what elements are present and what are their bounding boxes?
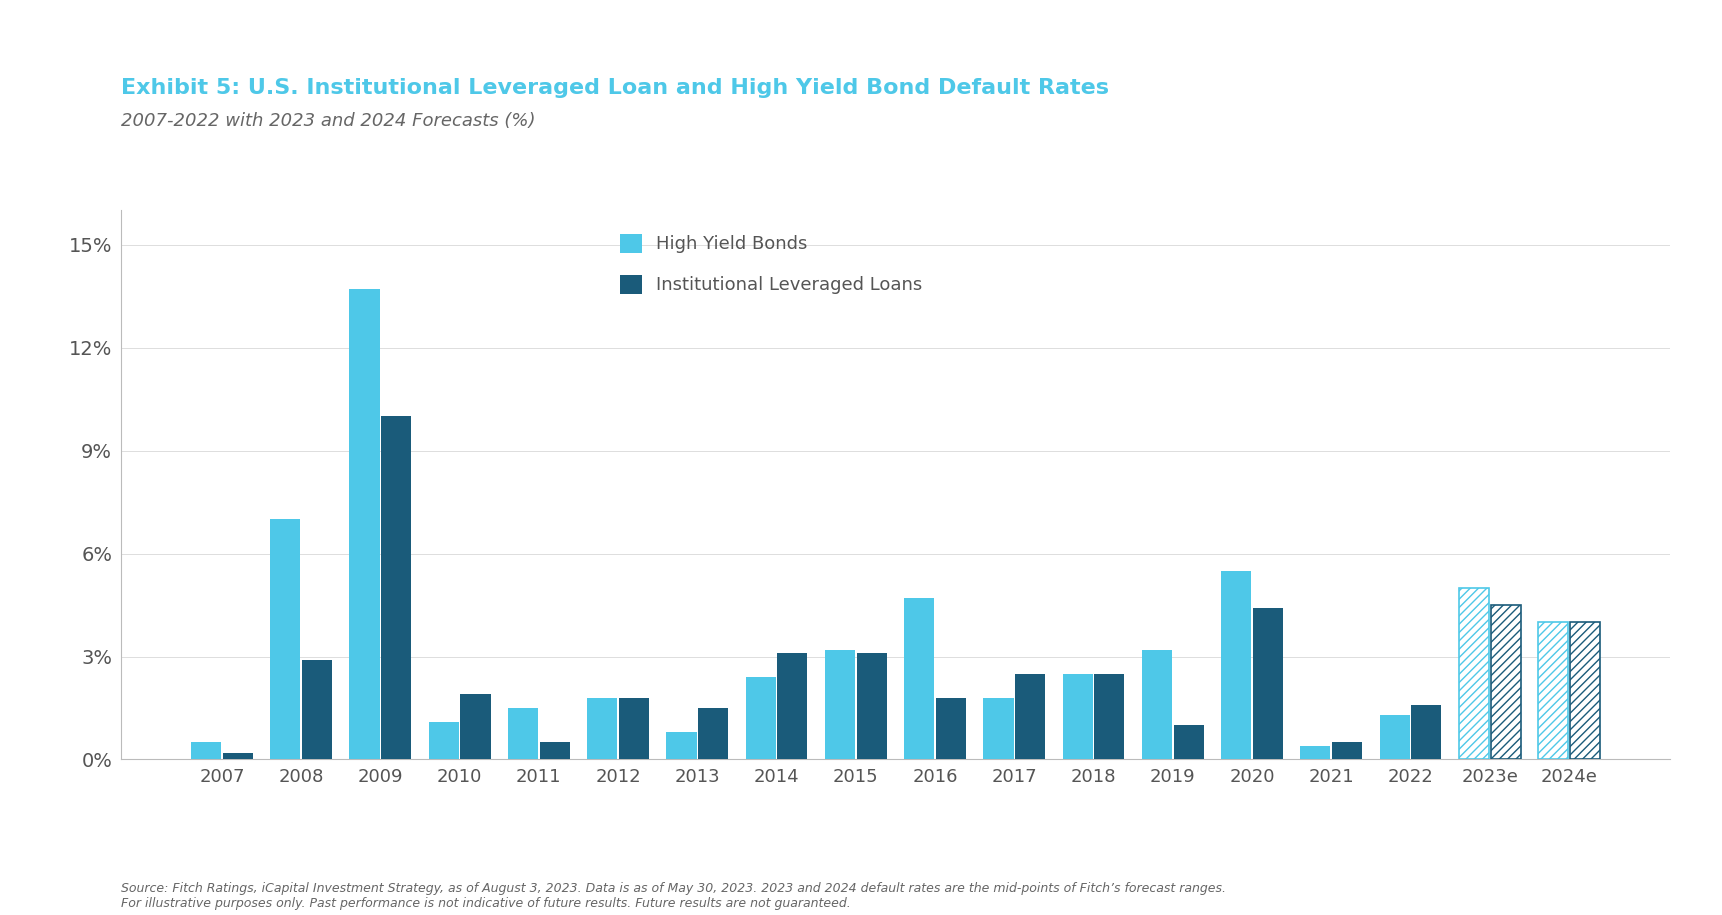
Text: Source: Fitch Ratings, iCapital Investment Strategy, as of August 3, 2023. Data : Source: Fitch Ratings, iCapital Investme… [121, 882, 1226, 910]
Bar [539, 742, 570, 759]
Bar [1300, 746, 1331, 759]
Bar [1412, 705, 1441, 759]
Bar [1095, 673, 1124, 759]
Bar [1333, 742, 1362, 759]
Bar [1142, 650, 1173, 759]
Bar [746, 677, 777, 759]
Bar [1570, 622, 1600, 759]
Text: 2007-2022 with 2023 and 2024 Forecasts (%): 2007-2022 with 2023 and 2024 Forecasts (… [121, 112, 536, 130]
Bar [825, 650, 856, 759]
Bar [856, 653, 887, 759]
Bar [618, 697, 649, 759]
Bar [1491, 605, 1521, 759]
Bar [222, 752, 253, 759]
Bar [350, 289, 379, 759]
Bar [1459, 588, 1490, 759]
Bar [1014, 673, 1045, 759]
Text: Exhibit 5: U.S. Institutional Leveraged Loan and High Yield Bond Default Rates: Exhibit 5: U.S. Institutional Leveraged … [121, 78, 1109, 98]
Bar [381, 416, 412, 759]
Bar [1221, 571, 1252, 759]
Bar [460, 694, 491, 759]
Bar [429, 722, 458, 759]
Bar [301, 660, 332, 759]
Bar [587, 697, 616, 759]
Bar [1254, 608, 1283, 759]
Bar [1379, 715, 1410, 759]
Bar [1062, 673, 1093, 759]
Bar [191, 742, 220, 759]
Bar [1174, 725, 1204, 759]
Bar [270, 519, 300, 759]
Bar [983, 697, 1014, 759]
Bar [697, 708, 728, 759]
Bar [1538, 622, 1569, 759]
Bar [508, 708, 537, 759]
Bar [777, 653, 808, 759]
Bar [904, 598, 935, 759]
Legend: High Yield Bonds, Institutional Leveraged Loans: High Yield Bonds, Institutional Leverage… [611, 225, 932, 304]
Bar [666, 732, 696, 759]
Bar [935, 697, 966, 759]
